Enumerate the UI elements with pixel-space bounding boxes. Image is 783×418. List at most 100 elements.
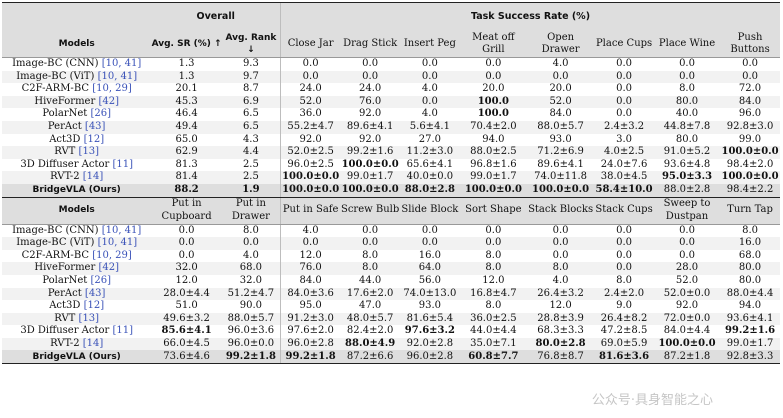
model-name: C2F-ARM-BC — [21, 83, 89, 95]
value-cell: 20.0 — [549, 83, 572, 95]
value-cell: 44.8±7.8 — [653, 120, 721, 134]
value-cell: 0.0 — [679, 224, 695, 236]
citation-link[interactable]: [42] — [98, 95, 119, 107]
citation-link[interactable]: [10, 41] — [97, 70, 138, 82]
table-row: HiveFormer [42] 32.0 68.0 76.0 8.0 64.0 8.0 8.0… — [2, 262, 780, 275]
model-name-cell: BridgeVLA (Ours) — [2, 350, 152, 365]
value-cell: 0.0 — [178, 224, 195, 236]
task-header: Put in Cupboard — [151, 196, 222, 225]
value-cell: 0.0 — [280, 70, 341, 84]
value-cell: 51.2±4.7 — [221, 287, 281, 301]
citation-link[interactable]: [42] — [98, 262, 119, 274]
model-name-cell: PolarNet [26] — [2, 108, 151, 121]
value-cell: 89.6±4.1 — [537, 158, 584, 170]
value-cell: 0.0 — [616, 108, 633, 120]
value-cell: 26.4±8.2 — [594, 312, 654, 326]
table-row: Image-BC (CNN) [10, 41] 1.3 9.3 0.0 0.0 0.0 0.… — [2, 57, 780, 71]
value-cell: 35.0±7.1 — [459, 337, 527, 351]
value-cell: 0.0 — [485, 58, 502, 70]
table-row: BridgeVLA (Ours) 73.6±4.6 99.2±1.8 99.2±1.8… — [2, 350, 780, 365]
model-name: HiveFormer — [34, 262, 96, 274]
value-cell: 0.0 — [616, 83, 633, 95]
value-cell: 0.0 — [616, 224, 633, 236]
value-cell: 38.0±4.5 — [594, 171, 654, 184]
value-cell: 0.0 — [340, 237, 400, 250]
value-cell: 66.0±4.5 — [151, 337, 222, 351]
top-header-group-row: Overall Task Success Rate (%) — [2, 2, 780, 31]
value-cell: 1.3 — [178, 58, 195, 70]
value-cell: 9.0 — [616, 300, 633, 312]
value-cell: 0.0 — [679, 249, 695, 261]
value-cell: 0.0 — [594, 95, 654, 109]
citation-link[interactable]: [11] — [112, 325, 134, 337]
value-cell: 99.2±1.8 — [221, 350, 281, 365]
model-name-cell: Act3D [12] — [2, 300, 151, 313]
citation-link[interactable]: [10, 29] — [92, 249, 132, 261]
value-cell: 92.0±2.8 — [400, 337, 460, 351]
model-name-cell: C2F-ARM-BC [10, 29] — [2, 250, 151, 263]
citation-link[interactable]: [10, 41] — [101, 224, 142, 236]
value-cell: 0.0 — [362, 224, 379, 236]
value-cell: 76.0 — [280, 262, 341, 275]
model-name-cell: Image-BC (ViT) [10, 41] — [2, 237, 152, 250]
citation-link[interactable]: [13] — [78, 146, 100, 158]
value-cell: 1.3 — [151, 70, 222, 84]
table-row: RVT [13] 49.6±3.2 88.0±5.7 91.2±3.0 48.0±5.7… — [2, 312, 780, 326]
value-cell: 48.0±5.7 — [340, 312, 400, 326]
value-cell: 84.0±4.4 — [663, 325, 711, 337]
value-cell: 88.0±5.7 — [221, 312, 281, 326]
value-cell: 92.0 — [675, 300, 699, 312]
model-name: Image-BC (ViT) — [16, 70, 95, 82]
value-cell: 89.6±4.1 — [340, 120, 400, 134]
value-cell: 0.0 — [151, 237, 222, 250]
table-row: Act3D [12] 65.0 4.3 92.0 92.0 27.0 94.0 93.0 3.0… — [2, 133, 780, 147]
value-cell: 1.9 — [221, 183, 281, 198]
value-cell: 40.0 — [675, 108, 699, 120]
models-header: Models — [2, 196, 152, 225]
value-cell: 88.0±2.5 — [459, 146, 527, 159]
task-header: Meat off Grill — [459, 31, 527, 58]
value-cell: 88.0±2.8 — [400, 183, 460, 198]
citation-link[interactable]: [43] — [84, 287, 106, 299]
value-cell: 6.5 — [221, 120, 281, 134]
task-header: Put in Drawer — [221, 196, 281, 225]
citation-link[interactable]: [10, 29] — [92, 83, 132, 95]
model-name: PolarNet — [42, 275, 88, 286]
value-cell: 4.3 — [242, 133, 259, 145]
citation-link[interactable]: [10, 41] — [97, 237, 138, 249]
citation-link[interactable]: [43] — [84, 121, 106, 133]
value-cell: 0.0 — [653, 237, 721, 250]
model-name: C2F-ARM-BC — [21, 249, 89, 261]
model-name: RVT — [54, 312, 76, 324]
task-header: Stack Blocks — [526, 196, 595, 225]
model-name: HiveFormer — [34, 95, 96, 107]
value-cell: 93.0 — [418, 300, 441, 312]
value-cell: 88.0±4.4 — [720, 287, 780, 301]
citation-link[interactable]: [10, 41] — [101, 58, 142, 70]
citation-link[interactable]: [12] — [83, 300, 105, 312]
citation-link[interactable]: [14] — [82, 337, 104, 349]
value-cell: 88.0±4.9 — [340, 337, 400, 351]
citation-link[interactable]: [26] — [90, 108, 112, 120]
value-cell: 4.0 — [552, 275, 569, 286]
value-cell: 8.0 — [526, 262, 595, 275]
value-cell: 76.8±8.7 — [526, 350, 595, 365]
value-cell: 99.0±1.7 — [340, 171, 400, 184]
citation-link[interactable]: [11] — [112, 158, 134, 170]
citation-link[interactable]: [26] — [90, 275, 112, 286]
value-cell: 51.0 — [175, 300, 198, 312]
value-cell: 96.0±2.5 — [280, 158, 341, 172]
citation-link[interactable]: [13] — [78, 312, 100, 324]
value-cell: 4.0 — [242, 249, 259, 261]
citation-link[interactable]: [12] — [83, 133, 105, 145]
value-cell: 47.0 — [358, 300, 382, 312]
value-cell: 87.2±6.6 — [340, 350, 400, 365]
value-cell: 9.7 — [221, 70, 281, 84]
value-cell: 28.8±3.9 — [526, 312, 595, 326]
value-cell: 8.0 — [485, 249, 502, 261]
value-cell: 4.4 — [221, 146, 281, 159]
task-header: Stack Cups — [594, 196, 654, 225]
citation-link[interactable]: [14] — [82, 171, 104, 183]
value-cell: 27.0 — [418, 133, 441, 145]
